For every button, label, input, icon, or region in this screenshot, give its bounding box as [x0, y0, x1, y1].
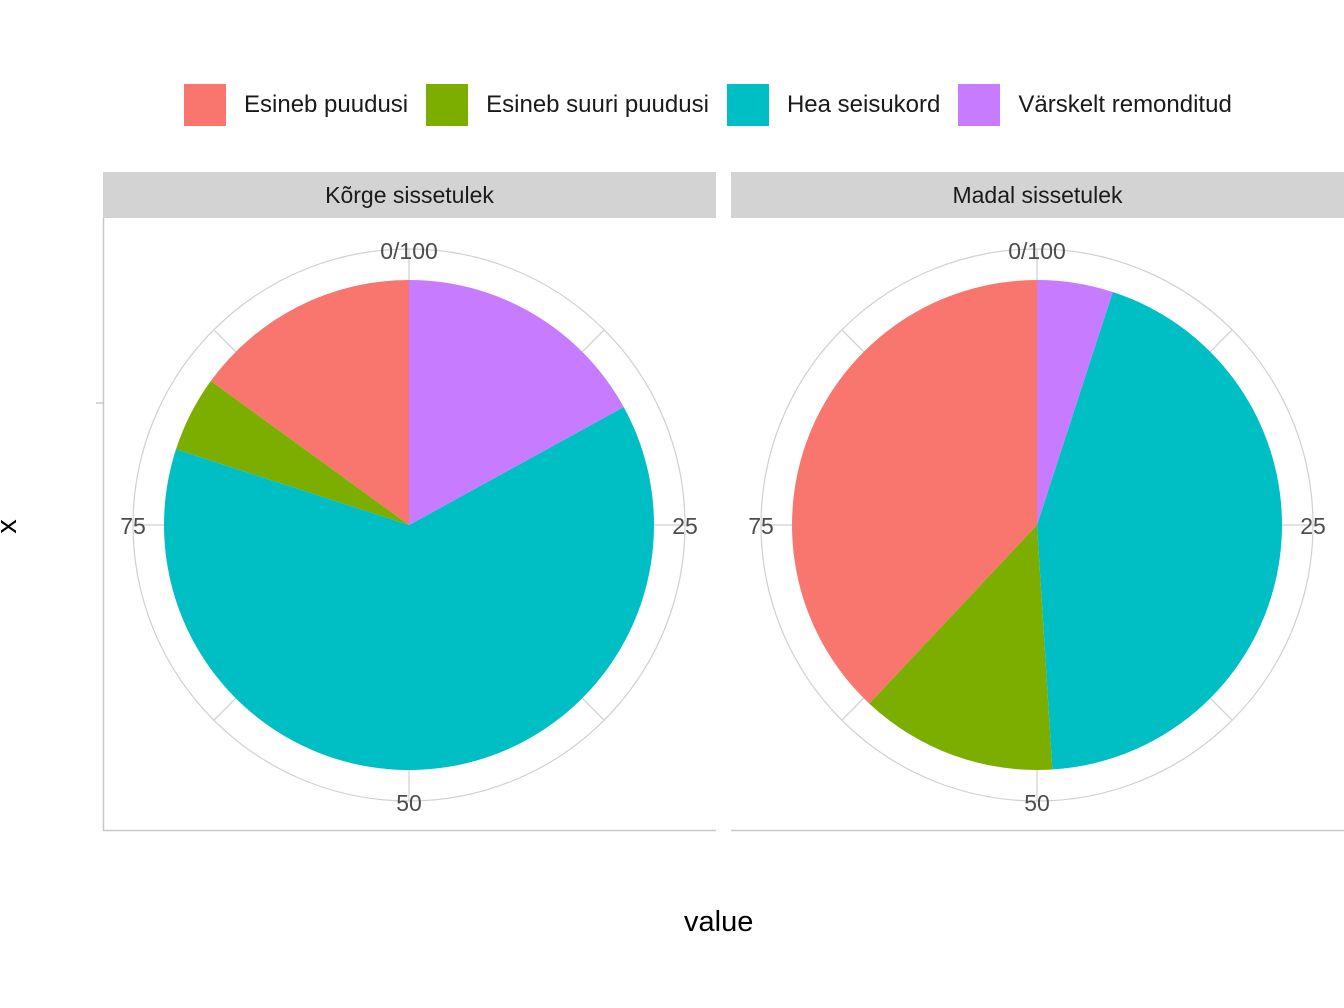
- theta-tick-label: 50: [1024, 790, 1050, 816]
- panel-madal-sissetulek: 0/100 25 50 75: [748, 238, 1326, 816]
- polar-grid-spoke: [841, 329, 866, 354]
- theta-tick-label: 0/100: [1008, 238, 1066, 264]
- legend-item-hea-seisukord: Hea seisukord: [726, 84, 941, 126]
- theta-tick-label: 0/100: [380, 238, 438, 264]
- legend-label: Esineb puudusi: [244, 91, 409, 118]
- polar-grid-spoke: [580, 329, 605, 354]
- theta-tick-label: 75: [748, 513, 774, 539]
- panel-strip-madal-sissetulek: Madal sissetulek: [731, 172, 1344, 218]
- legend: Esineb puudusi Esineb suuri puudusi Hea …: [184, 84, 1250, 126]
- legend-key: [184, 84, 226, 126]
- slice-varskelt-remonditud: [1037, 280, 1113, 525]
- legend-item-esineb-suuri-puudusi: Esineb suuri puudusi: [426, 84, 709, 126]
- slice-esineb-suuri-puudusi: [175, 380, 409, 525]
- polar-grid-spoke: [1208, 696, 1233, 721]
- theta-tick-label: 50: [396, 790, 422, 816]
- legend-label: Hea seisukord: [786, 91, 941, 118]
- slice-esineb-puudusi: [210, 280, 409, 525]
- polar-grid-spoke: [580, 696, 605, 721]
- legend-label: Esineb suuri puudusi: [486, 91, 709, 118]
- x-axis-title: value: [684, 906, 754, 938]
- legend-key: [958, 84, 1001, 126]
- legend-label: Värskelt remonditud: [1018, 91, 1232, 118]
- legend-key: [726, 84, 769, 126]
- legend-key: [426, 84, 469, 126]
- polar-grid-spoke: [213, 696, 238, 721]
- slice-esineb-suuri-puudusi: [869, 525, 1053, 770]
- y-axis-title: x: [0, 519, 24, 534]
- theta-tick-label: 75: [120, 513, 146, 539]
- slice-varskelt-remonditud: [409, 280, 624, 525]
- slice-hea-seisukord: [1037, 291, 1282, 770]
- polar-grid-spoke: [1208, 329, 1233, 354]
- slice-hea-seisukord: [163, 406, 654, 770]
- panel-strip-korge-sissetulek: Kõrge sissetulek: [103, 172, 716, 218]
- panel-korge-sissetulek: 0/100 25 50 75: [120, 238, 698, 816]
- theta-tick-label: 25: [1300, 513, 1326, 539]
- polar-grid-spoke: [213, 329, 238, 354]
- theta-tick-label: 25: [672, 513, 698, 539]
- legend-item-varskelt-remonditud: Värskelt remonditud: [958, 84, 1232, 126]
- legend-item-esineb-puudusi: Esineb puudusi: [184, 84, 408, 126]
- slice-esineb-puudusi: [792, 280, 1037, 704]
- polar-grid-spoke: [841, 696, 866, 721]
